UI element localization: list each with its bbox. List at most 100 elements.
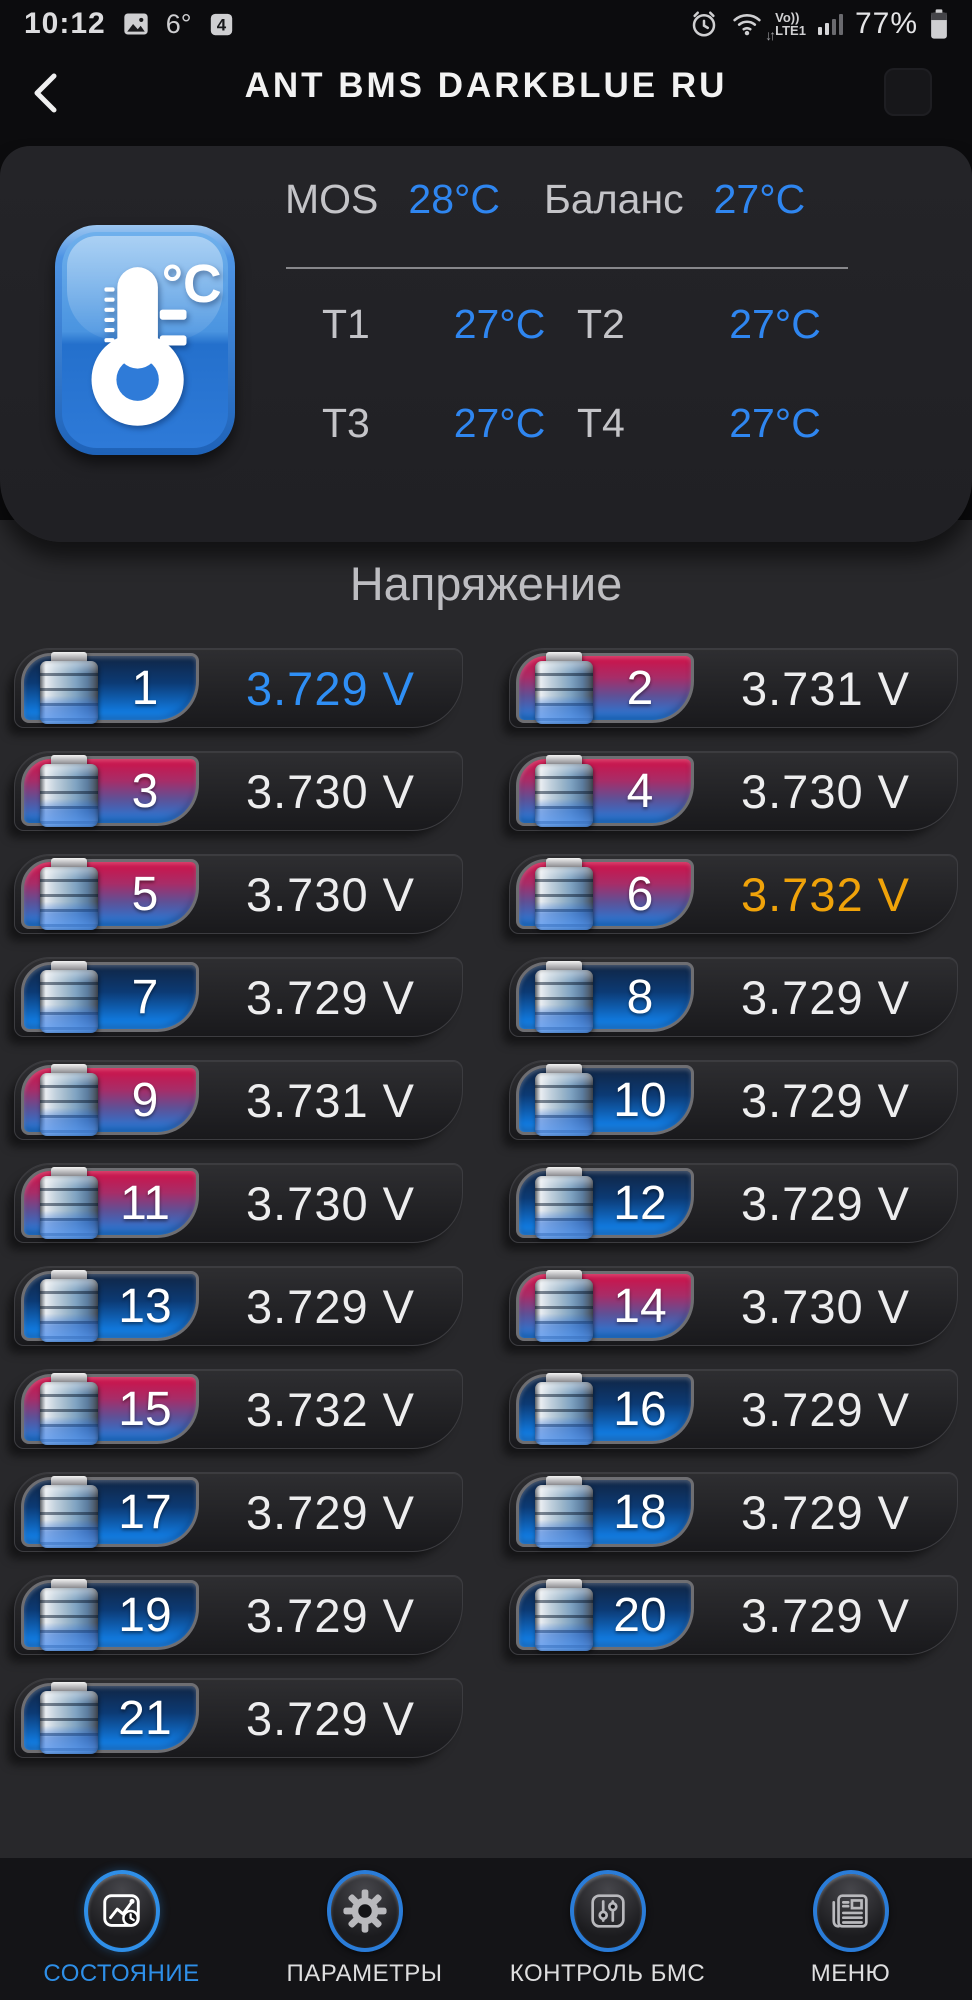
- cell-badge: 2: [516, 652, 694, 724]
- temp-sensor-grid: T1 27°C T2 27°C T3 27°C T4 27°C: [322, 301, 855, 447]
- battery-icon: [40, 755, 98, 827]
- battery-icon: [40, 1270, 98, 1342]
- cell-item-13[interactable]: 13 3.729 V: [14, 1266, 463, 1346]
- cell-item-12[interactable]: 12 3.729 V: [509, 1163, 958, 1243]
- header-action-icon[interactable]: [884, 68, 932, 116]
- cell-badge: 3: [21, 755, 199, 827]
- cell-item-1[interactable]: 1 3.729 V: [14, 648, 463, 728]
- cell-item-3[interactable]: 3 3.730 V: [14, 751, 463, 831]
- cell-voltage: 3.729 V: [740, 1176, 911, 1230]
- nav-item-bms-control[interactable]: КОНТРОЛЬ БМС: [493, 1870, 723, 1988]
- cell-number: 18: [613, 1485, 667, 1539]
- cell-item-17[interactable]: 17 3.729 V: [14, 1472, 463, 1552]
- temp-sensor-label: T2: [577, 301, 625, 347]
- cell-item-2[interactable]: 2 3.731 V: [509, 648, 958, 728]
- nav-item-parameters[interactable]: ПАРАМЕТРЫ: [250, 1870, 480, 1988]
- cell-item-8[interactable]: 8 3.729 V: [509, 957, 958, 1037]
- alarm-icon: [689, 9, 719, 39]
- cell-item-14[interactable]: 14 3.730 V: [509, 1266, 958, 1346]
- sliders-icon: [590, 1894, 625, 1928]
- wifi-icon: ↓↑: [731, 11, 776, 43]
- temperature-divider: [286, 267, 848, 269]
- battery-icon: [40, 1579, 98, 1651]
- cell-voltage: 3.729 V: [245, 1588, 416, 1642]
- cell-badge: 21: [21, 1682, 199, 1754]
- balance-value: 27°C: [713, 176, 806, 222]
- cell-item-18[interactable]: 18 3.729 V: [509, 1472, 958, 1552]
- cell-item-6[interactable]: 6 3.732 V: [509, 854, 958, 934]
- thermometer-icon: °C: [55, 225, 235, 455]
- cell-item-7[interactable]: 7 3.729 V: [14, 957, 463, 1037]
- cell-voltage: 3.730 V: [245, 1176, 416, 1230]
- cell-badge: 7: [21, 961, 199, 1033]
- cell-item-16[interactable]: 16 3.729 V: [509, 1369, 958, 1449]
- cell-number: 12: [613, 1176, 667, 1230]
- temp-sensor-value: 27°C: [729, 400, 821, 446]
- cell-grid: 1 3.729 V 2 3.731 V 3 3.730 V 4 3.730 V …: [14, 648, 958, 1758]
- nav-icon-ring: [83, 1870, 160, 1952]
- cell-item-4[interactable]: 4 3.730 V: [509, 751, 958, 831]
- cell-number: 17: [118, 1485, 172, 1539]
- cell-number: 11: [120, 1176, 170, 1230]
- temp-sensor-value: 27°C: [453, 400, 546, 446]
- signal-strength-icon: [817, 13, 843, 35]
- cell-item-15[interactable]: 15 3.732 V: [14, 1369, 463, 1449]
- battery-status-icon: [930, 9, 948, 39]
- temp-sensor-value: 27°C: [453, 301, 546, 347]
- cell-number: 9: [131, 1073, 159, 1127]
- cell-number: 5: [131, 867, 159, 921]
- battery-icon: [535, 1270, 593, 1342]
- page-title: ANT BMS DARKBLUE RU: [244, 66, 728, 105]
- cell-item-20[interactable]: 20 3.729 V: [509, 1575, 958, 1655]
- cell-voltage: 3.731 V: [740, 661, 911, 715]
- cell-badge: 4: [516, 755, 694, 827]
- battery-icon: [535, 1373, 593, 1445]
- cell-voltage: 3.730 V: [740, 1279, 911, 1333]
- cell-badge: 16: [516, 1373, 694, 1445]
- cell-voltage: 3.730 V: [245, 867, 416, 921]
- notification-4-icon: 4: [208, 11, 235, 38]
- cell-voltage: 3.730 V: [245, 764, 416, 818]
- back-button[interactable]: [24, 70, 68, 116]
- cell-badge: 13: [21, 1270, 199, 1342]
- battery-icon: [40, 1373, 98, 1445]
- battery-icon: [535, 755, 593, 827]
- svg-text:4: 4: [216, 15, 226, 34]
- cell-voltage: 3.729 V: [740, 1073, 911, 1127]
- battery-icon: [40, 1476, 98, 1548]
- cell-badge: 11: [21, 1167, 199, 1239]
- battery-icon: [535, 961, 593, 1033]
- cell-item-9[interactable]: 9 3.731 V: [14, 1060, 463, 1140]
- nav-item-label: МЕНЮ: [810, 1960, 891, 1987]
- mos-balance-row: MOS 28°C Баланс 27°C: [285, 176, 805, 223]
- cell-number: 6: [626, 867, 654, 921]
- nav-item-label: ПАРАМЕТРЫ: [286, 1960, 443, 1987]
- nav-icon-ring: [326, 1870, 403, 1952]
- nav-item-status[interactable]: СОСТОЯНИЕ: [7, 1870, 237, 1988]
- battery-icon: [535, 652, 593, 724]
- nav-icon-ring: [812, 1870, 889, 1952]
- cell-item-10[interactable]: 10 3.729 V: [509, 1060, 958, 1140]
- status-bar: 10:12 6° 4 ↓↑ Vo)) LTE1 77%: [0, 0, 972, 48]
- cell-voltage: 3.729 V: [740, 1382, 911, 1436]
- volte-indicator: Vo)) LTE1: [775, 10, 806, 38]
- cell-voltage: 3.729 V: [740, 1485, 911, 1539]
- cell-number: 20: [613, 1588, 667, 1642]
- bottom-navigation: СОСТОЯНИЕ ПАРАМЕТРЫ КОНТРОЛЬ БМС МЕНЮ: [0, 1858, 972, 2000]
- cell-badge: 12: [516, 1167, 694, 1239]
- gallery-notification-icon: [122, 10, 150, 38]
- cell-badge: 9: [21, 1064, 199, 1136]
- cell-item-19[interactable]: 19 3.729 V: [14, 1575, 463, 1655]
- temp-sensor-label: T3: [322, 400, 370, 446]
- nav-item-menu[interactable]: МЕНЮ: [736, 1870, 966, 1988]
- cell-item-11[interactable]: 11 3.730 V: [14, 1163, 463, 1243]
- cell-number: 21: [118, 1691, 172, 1745]
- cell-item-5[interactable]: 5 3.730 V: [14, 854, 463, 934]
- battery-percent-text: 77%: [854, 7, 918, 40]
- cell-item-21[interactable]: 21 3.729 V: [14, 1678, 463, 1758]
- cell-badge: 17: [21, 1476, 199, 1548]
- cell-badge: 14: [516, 1270, 694, 1342]
- cell-badge: 10: [516, 1064, 694, 1136]
- mos-label: MOS: [285, 176, 379, 222]
- battery-icon: [535, 1579, 593, 1651]
